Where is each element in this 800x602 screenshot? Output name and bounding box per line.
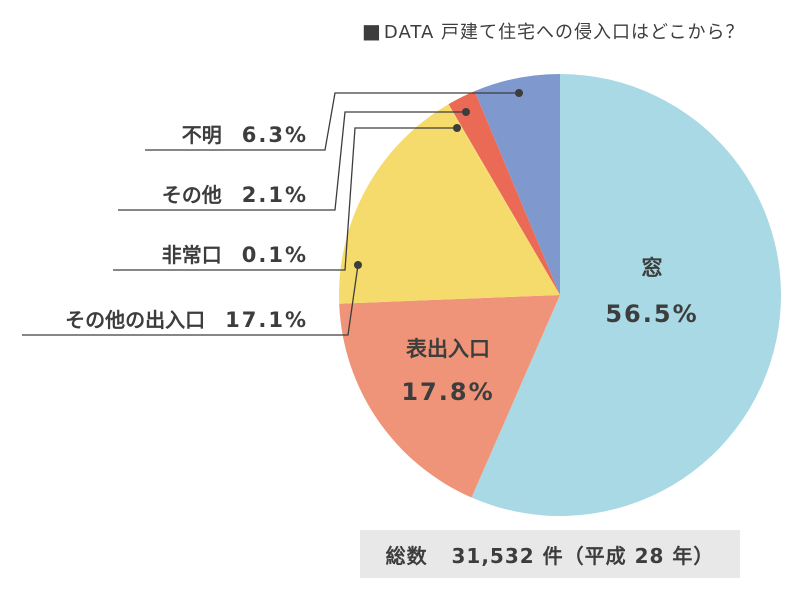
leader-line-4	[118, 111, 466, 211]
slice-labels: 窓 56.5% 表出入口 17.8% その他の出入口 17.1% 非常口 0.1% その他 …	[65, 123, 698, 406]
total-value: 31,532 件（平成 28 年）	[451, 543, 715, 568]
leader-line-3	[113, 127, 457, 271]
outside-label-value-5: 6.3%	[242, 123, 308, 147]
pie-slice-5	[474, 74, 560, 295]
pie-slice-3	[447, 104, 560, 295]
outside-label-value-3: 0.1%	[242, 243, 308, 267]
slice-label-0: 窓	[642, 256, 663, 280]
outside-label-name-4: その他	[162, 183, 242, 207]
pie-slice-0	[471, 74, 782, 516]
chart-title: ■ DATA 戸建て住宅への侵入口はどこから？	[362, 18, 744, 44]
outside-label-2: その他の出入口 17.1%	[65, 308, 308, 332]
outside-label-name-3: 非常口	[162, 243, 242, 267]
leader-dot-4	[462, 108, 470, 116]
total-count-box: 総数 31,532 件（平成 28 年）	[360, 530, 740, 578]
leader-line-2	[22, 264, 359, 336]
leader-dot-5	[515, 89, 523, 97]
leader-dot-2	[354, 261, 362, 269]
outside-label-value-4: 2.1%	[242, 183, 308, 207]
pie-slice-4	[448, 91, 560, 296]
pie-chart: 窓 56.5% 表出入口 17.8% その他の出入口 17.1% 非常口 0.1% その他 …	[22, 74, 782, 516]
leader-dot-3	[453, 124, 461, 132]
total-label: 総数	[385, 543, 428, 568]
pie-slices	[338, 74, 782, 516]
leader-line-5	[145, 92, 519, 151]
pie-slice-1	[339, 295, 560, 498]
outside-label-value-2: 17.1%	[225, 308, 308, 332]
outside-label-4: その他 2.1%	[162, 183, 308, 207]
slice-value-0: 56.5%	[605, 300, 698, 328]
pie-slice-2	[338, 104, 560, 304]
leader-lines	[22, 89, 523, 336]
title-square-icon: ■	[362, 19, 382, 43]
slice-value-1: 17.8%	[401, 378, 494, 406]
outside-label-3: 非常口 0.1%	[162, 243, 308, 267]
outside-label-name-5: 不明	[182, 123, 242, 147]
chart-title-text: DATA 戸建て住宅への侵入口はどこから？	[383, 22, 745, 43]
slice-label-1: 表出入口	[406, 337, 490, 361]
outside-label-5: 不明 6.3%	[182, 123, 308, 147]
outside-label-name-2: その他の出入口	[65, 308, 225, 332]
